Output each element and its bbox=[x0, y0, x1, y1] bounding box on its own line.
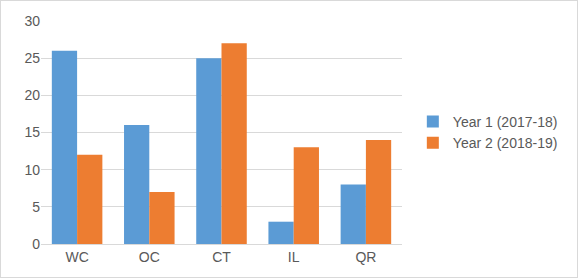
svg-text:WC: WC bbox=[65, 249, 88, 265]
svg-text:30: 30 bbox=[24, 13, 40, 29]
svg-text:25: 25 bbox=[24, 50, 40, 66]
svg-text:20: 20 bbox=[24, 87, 40, 103]
svg-text:10: 10 bbox=[24, 162, 40, 178]
svg-text:QR: QR bbox=[355, 249, 376, 265]
svg-text:Year 2 (2018-19): Year 2 (2018-19) bbox=[453, 135, 558, 151]
svg-text:Year 1 (2017-18): Year 1 (2017-18) bbox=[453, 114, 558, 130]
svg-text:OC: OC bbox=[139, 249, 160, 265]
svg-text:IL: IL bbox=[288, 249, 300, 265]
svg-text:CT: CT bbox=[212, 249, 231, 265]
svg-text:15: 15 bbox=[24, 124, 40, 140]
svg-text:0: 0 bbox=[32, 236, 40, 252]
svg-text:5: 5 bbox=[32, 199, 40, 215]
